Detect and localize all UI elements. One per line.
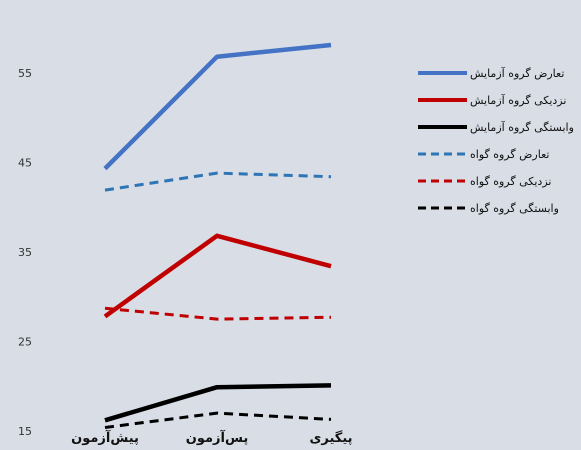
x-category-label: پیگیری — [309, 430, 352, 446]
y-tick-label: 45 — [18, 156, 32, 169]
series-line — [104, 411, 332, 429]
series-line — [103, 233, 332, 319]
series-line — [104, 171, 332, 192]
legend: تعارض گروه آزمایش نزدیکی گروه آزمایش وابست… — [418, 66, 574, 215]
x-category-label: پیش‌آزمون — [71, 429, 139, 446]
y-axis-ticks: 15 25 35 45 55 — [18, 67, 32, 438]
legend-label: وابستگی گروه گواه — [470, 202, 559, 215]
y-tick-label: 15 — [18, 425, 32, 438]
y-tick-label: 35 — [18, 246, 32, 259]
x-axis-labels: پیش‌آزمون پس‌آزمون پیگیری — [71, 429, 352, 446]
series-line — [104, 306, 332, 321]
series-lines — [103, 42, 332, 429]
x-category-label: پس‌آزمون — [186, 429, 249, 446]
y-tick-label: 25 — [18, 335, 32, 348]
series-line — [104, 383, 332, 423]
legend-label: تعارض گروه گواه — [470, 148, 549, 161]
y-tick-label: 55 — [18, 67, 32, 80]
legend-label: نزدیکی گروه آزمایش — [470, 93, 566, 107]
legend-label: وابستگی گروه آزمایش — [470, 120, 574, 134]
series-line — [103, 42, 332, 171]
legend-label: تعارض گروه آزمایش — [470, 66, 564, 80]
legend-label: نزدیکی گروه گواه — [470, 175, 551, 188]
